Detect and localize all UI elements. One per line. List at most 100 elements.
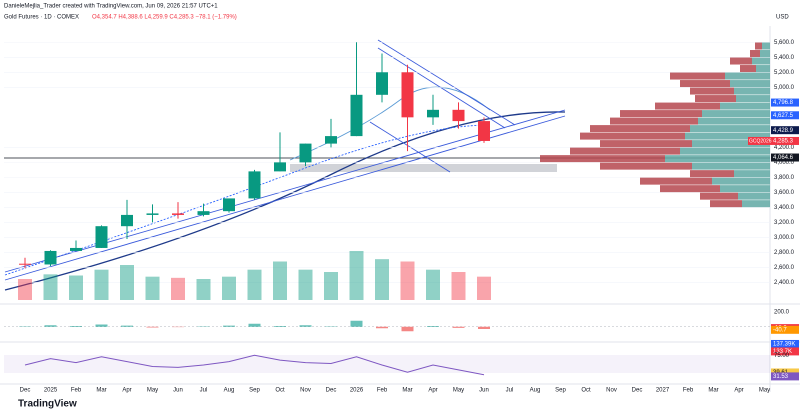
profile-down <box>620 110 702 118</box>
level-label: 4,285.3 <box>773 139 794 145</box>
rsi-line <box>24 354 485 376</box>
profile-up <box>720 102 770 110</box>
volume-label-box <box>771 347 799 356</box>
x-tick-label: May <box>453 388 464 394</box>
x-tick-label: Sep <box>555 388 566 394</box>
y-tick-label: 4,000.0 <box>774 160 795 166</box>
candle-body <box>427 109 439 118</box>
y-tick-label: 3,800.0 <box>774 175 795 181</box>
level-label-box <box>771 98 799 107</box>
y-tick-label: 2,800.0 <box>774 250 795 256</box>
x-tick-label: Nov <box>300 388 311 394</box>
level-label: 4,064.6 <box>773 155 794 161</box>
x-tick-label: Dec <box>632 388 643 394</box>
candle-body <box>248 171 261 199</box>
x-tick-label: Dec <box>326 388 337 394</box>
level-label: 4,627.5 <box>773 113 794 119</box>
x-tick-label: Feb <box>71 388 82 394</box>
level-label-box <box>771 126 799 135</box>
plot-area: 5,600.0 5,400.0 5,200.0 5,000.0 4,200.0 4,000… <box>4 40 799 394</box>
profile-up <box>762 42 770 50</box>
macd-bar <box>70 326 82 327</box>
y-tick-label: 3,000.0 <box>774 235 795 241</box>
x-tick-label: Jun <box>479 388 489 394</box>
candle-body <box>121 214 133 227</box>
volume-label: 137.39K <box>773 342 795 348</box>
macd-bar <box>401 326 414 332</box>
x-tick-label: 2026 <box>350 388 364 394</box>
macd-bar <box>223 325 235 327</box>
macd-label-box <box>771 325 799 334</box>
profile-down <box>570 147 680 155</box>
volume-bar <box>120 265 134 300</box>
volume-bar <box>247 269 262 300</box>
profile-down <box>695 95 736 103</box>
volume-bar <box>349 251 364 300</box>
profile-up <box>692 140 770 148</box>
profile-down <box>600 162 692 170</box>
y-tick-label: 3,600.0 <box>774 190 795 196</box>
ohlc: O4,354.7 H4,388.6 L4,259.9 C4,285.3 −78.… <box>92 15 237 21</box>
profile-up <box>760 50 770 58</box>
profile-up <box>736 95 770 103</box>
y-tick-label: 2,400.0 <box>774 280 795 286</box>
candle-body <box>146 213 159 215</box>
profile-down <box>655 102 720 110</box>
profile-down <box>690 87 734 95</box>
profile-up <box>702 110 770 118</box>
volume-label-box <box>771 339 799 348</box>
macd-bar <box>376 326 388 329</box>
x-tick-label: Jun <box>173 388 183 394</box>
x-tick-label: 2027 <box>656 388 670 394</box>
profile-up <box>756 65 770 73</box>
x-tick-label: Dec <box>20 388 31 394</box>
profile-down <box>690 170 734 178</box>
profile-up <box>730 80 770 88</box>
brand: TradingView <box>18 399 77 410</box>
candle-body <box>223 198 235 212</box>
profile-down <box>680 80 730 88</box>
x-tick-label: Mar <box>96 388 106 394</box>
y-tick-label: 5,000.0 <box>774 85 795 91</box>
x-tick-label: Aug <box>530 388 541 394</box>
profile-up <box>690 125 770 133</box>
level-label-box <box>771 111 799 120</box>
profile-down <box>730 57 752 65</box>
profile-down <box>580 132 685 140</box>
x-tick-label: Apr <box>428 388 437 394</box>
rsi-band <box>4 355 770 373</box>
volume-bar <box>400 261 415 300</box>
x-tick-label: Jul <box>200 388 208 394</box>
profile-up <box>680 147 770 155</box>
volume-bar <box>477 276 491 300</box>
volume-bar <box>375 259 389 300</box>
macd-label: -40.7 <box>773 327 787 333</box>
x-tick-label: Mar <box>708 388 718 394</box>
footer <box>0 395 800 415</box>
candle-body <box>197 211 210 215</box>
volume-bar <box>426 269 440 300</box>
profile-up <box>720 185 770 193</box>
volume-bar <box>145 276 160 300</box>
profile-down <box>670 72 725 80</box>
symbol-box <box>748 136 771 145</box>
x-tick-label: Apr <box>122 388 131 394</box>
volume-bar <box>298 269 313 300</box>
profile-down <box>590 125 690 133</box>
moving-average <box>4 124 491 276</box>
x-tick-label: Sep <box>249 388 260 394</box>
x-tick-label: May <box>759 388 770 394</box>
candle-body <box>376 72 388 95</box>
y-tick-label: 5,200.0 <box>774 70 795 76</box>
candle-body <box>172 213 184 215</box>
y-tick-label: 200.0 <box>774 309 790 315</box>
profile-up <box>752 57 770 65</box>
macd-bar <box>121 325 133 327</box>
candle-body <box>350 94 363 137</box>
volume-label: 133.7K <box>773 349 792 355</box>
profile-down <box>600 140 692 148</box>
macd-bar <box>452 326 465 328</box>
macd-bar <box>299 325 312 327</box>
rsi-label-box <box>771 372 799 381</box>
y-tick-label: 3,400.0 <box>774 205 795 211</box>
